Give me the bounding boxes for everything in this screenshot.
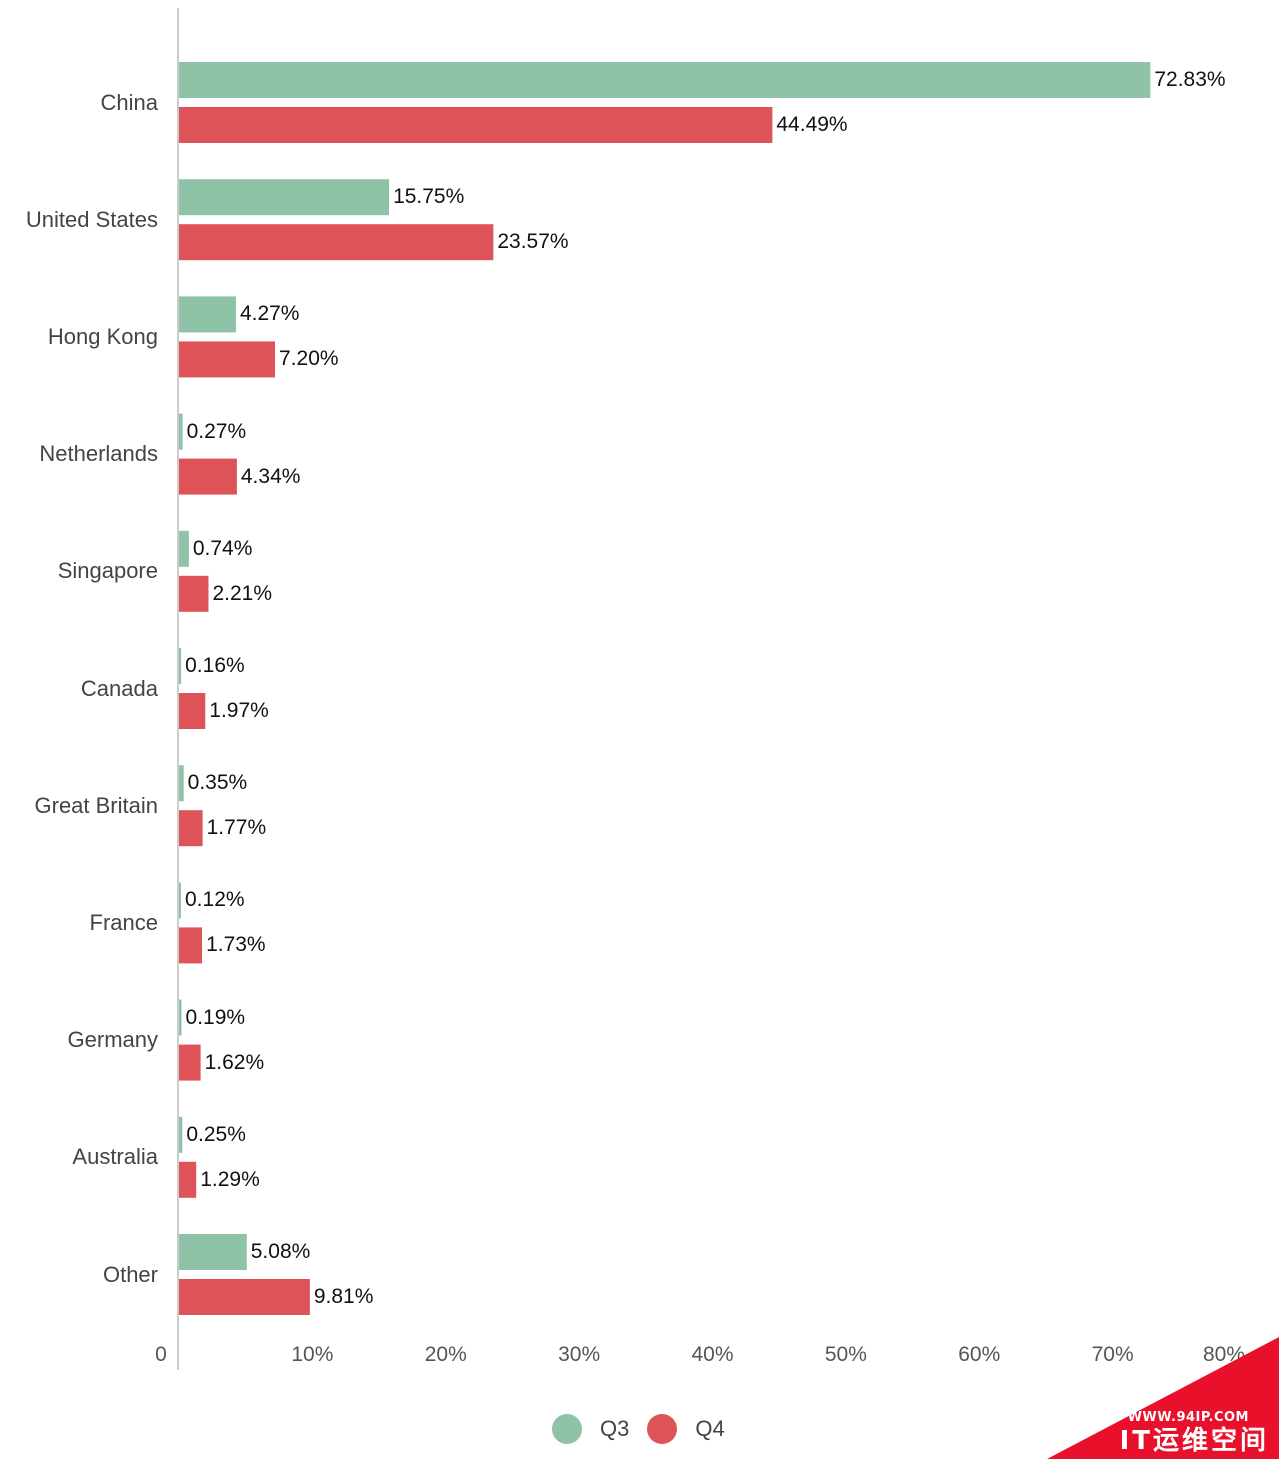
bar-q3[interactable] xyxy=(179,765,184,802)
category-label: China xyxy=(100,89,158,115)
data-label-q3: 72.83% xyxy=(1154,68,1226,91)
data-label-q3: 0.27% xyxy=(186,419,247,443)
watermark-name-text: IT运维空间 xyxy=(1119,1426,1269,1456)
bar-q4[interactable] xyxy=(179,224,494,261)
bar-q3[interactable] xyxy=(179,530,189,567)
legend-label-q3: Q3 xyxy=(600,1416,630,1441)
category-label: Other xyxy=(102,1261,158,1287)
data-label-q4: 9.81% xyxy=(313,1285,374,1308)
legend-item-q3[interactable]: Q3 xyxy=(552,1414,629,1444)
bar-q4[interactable] xyxy=(179,107,773,143)
bar-q4[interactable] xyxy=(179,341,276,378)
data-label-q4: 23.57% xyxy=(497,230,569,254)
x-tick-label: 40% xyxy=(691,1343,734,1366)
data-label-q3: 0.19% xyxy=(185,1005,246,1029)
data-label-q3: 0.25% xyxy=(186,1122,246,1146)
legend: Q3 Q4 xyxy=(552,1413,725,1445)
bar-q4[interactable] xyxy=(179,927,203,964)
legend-swatch-q4 xyxy=(647,1414,678,1444)
data-label-q3: 0.12% xyxy=(185,888,245,912)
bar-q3[interactable] xyxy=(179,62,1151,98)
x-tick-label: 60% xyxy=(958,1343,1001,1366)
data-label-q4: 1.97% xyxy=(209,699,269,722)
category-label: United States xyxy=(25,206,158,232)
watermark-triangle xyxy=(1047,1337,1279,1459)
data-label-q4: 4.34% xyxy=(240,464,301,488)
bar-q4[interactable] xyxy=(179,810,203,847)
data-label-q3: 0.35% xyxy=(187,771,248,795)
x-tick-label: 80% xyxy=(1202,1343,1246,1366)
legend-label-q4: Q4 xyxy=(695,1416,725,1441)
data-label-q3: 5.08% xyxy=(250,1240,311,1263)
bar-q3[interactable] xyxy=(179,296,236,333)
legend-item-q4[interactable]: Q4 xyxy=(647,1414,725,1444)
category-label: Germany xyxy=(67,1027,158,1053)
x-tick-label: 0 xyxy=(155,1343,167,1366)
bar-q4[interactable] xyxy=(179,1044,201,1081)
x-tick-label: 10% xyxy=(291,1343,334,1366)
bar-q3[interactable] xyxy=(179,999,182,1036)
legend-swatch-q3 xyxy=(552,1414,582,1444)
bar-q4[interactable] xyxy=(179,693,206,729)
category-label: Australia xyxy=(72,1144,158,1170)
data-label-q4: 1.73% xyxy=(206,933,266,957)
data-label-q4: 2.21% xyxy=(212,581,273,605)
data-label-q3: 15.75% xyxy=(393,185,465,209)
data-label-q4: 1.62% xyxy=(204,1050,265,1074)
data-label-q4: 1.77% xyxy=(206,816,267,840)
bar-q4[interactable] xyxy=(179,1161,197,1198)
data-label-q3: 0.74% xyxy=(192,536,253,560)
category-label: Singapore xyxy=(57,558,158,584)
data-label-q4: 44.49% xyxy=(776,113,848,136)
data-label-q4: 1.29% xyxy=(200,1167,260,1191)
category-label: France xyxy=(89,909,158,935)
x-tick-label: 30% xyxy=(558,1343,601,1366)
bar-q3[interactable] xyxy=(179,1234,247,1270)
category-label: Canada xyxy=(80,675,158,701)
data-label-q3: 0.16% xyxy=(185,654,245,677)
watermark-site-text: WWW.94IP.COM xyxy=(1127,1410,1249,1425)
category-label: Hong Kong xyxy=(47,323,158,349)
x-tick-label: 50% xyxy=(824,1343,867,1366)
data-label-q4: 7.20% xyxy=(279,347,339,371)
category-label: Great Britain xyxy=(34,792,159,818)
bar-q3[interactable] xyxy=(179,648,182,684)
watermark: WWW.94IP.COM IT运维空间 xyxy=(1047,1337,1279,1459)
bar-q4[interactable] xyxy=(179,575,209,612)
category-label: Netherlands xyxy=(39,441,158,467)
data-label-q3: 4.27% xyxy=(239,302,300,326)
bar-q3[interactable] xyxy=(179,1116,183,1153)
bar-q3[interactable] xyxy=(179,413,183,450)
bar-q3[interactable] xyxy=(179,882,181,919)
bar-q3[interactable] xyxy=(179,179,390,216)
x-tick-label: 70% xyxy=(1091,1343,1134,1366)
x-tick-label: 20% xyxy=(424,1343,467,1366)
bar-q4[interactable] xyxy=(179,1279,310,1315)
bar-q4[interactable] xyxy=(179,458,237,495)
